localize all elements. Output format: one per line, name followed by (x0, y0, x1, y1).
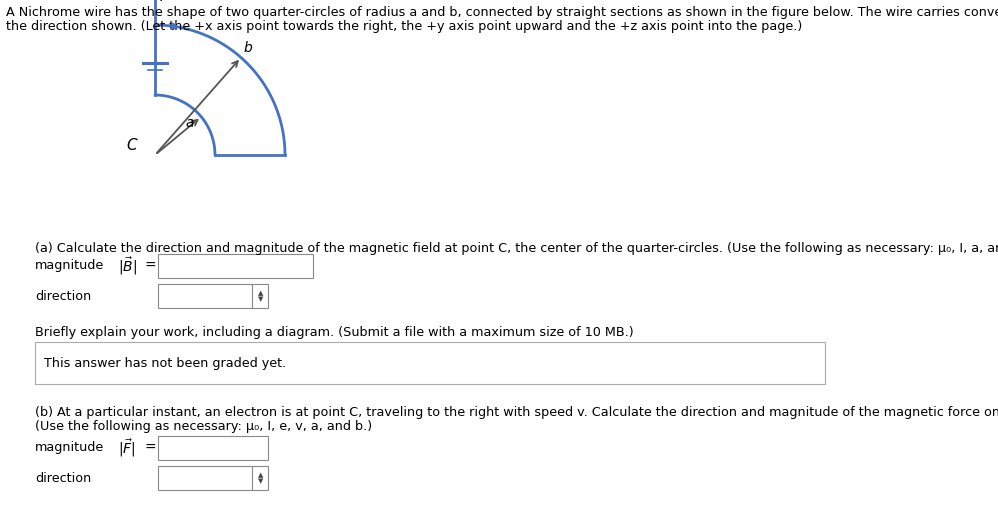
Text: the direction shown. (Let the +x axis point towards the right, the +y axis point: the direction shown. (Let the +x axis po… (6, 20, 802, 33)
Text: A Nichrome wire has the shape of two quarter-circles of radius a and b, connecte: A Nichrome wire has the shape of two qua… (6, 6, 998, 19)
Text: b: b (244, 41, 252, 56)
Text: =: = (145, 441, 157, 455)
Text: $|\vec{B}|$: $|\vec{B}|$ (118, 255, 137, 277)
Text: a: a (186, 116, 195, 130)
Text: (Use the following as necessary: μ₀, I, e, v, a, and b.): (Use the following as necessary: μ₀, I, … (35, 420, 372, 433)
Text: $|\vec{F}|$: $|\vec{F}|$ (118, 437, 136, 459)
Text: Briefly explain your work, including a diagram. (Submit a file with a maximum si: Briefly explain your work, including a d… (35, 326, 634, 339)
Text: magnitude: magnitude (35, 441, 104, 455)
FancyBboxPatch shape (158, 254, 313, 278)
Text: =: = (145, 259, 157, 273)
Text: magnitude: magnitude (35, 260, 104, 272)
Text: C: C (127, 138, 137, 153)
Text: I: I (160, 0, 164, 4)
Text: ▲: ▲ (258, 290, 263, 296)
Text: ▼: ▼ (258, 296, 263, 302)
Text: This answer has not been graded yet.: This answer has not been graded yet. (44, 357, 286, 369)
FancyBboxPatch shape (158, 466, 268, 490)
Text: (b) At a particular instant, an electron is at point C, traveling to the right w: (b) At a particular instant, an electron… (35, 406, 998, 419)
Text: ▼: ▼ (258, 478, 263, 484)
Text: direction: direction (35, 472, 91, 484)
Text: ▲: ▲ (258, 472, 263, 478)
FancyBboxPatch shape (35, 342, 825, 384)
FancyBboxPatch shape (158, 284, 268, 308)
Text: (a) Calculate the direction and magnitude of the magnetic field at point C, the : (a) Calculate the direction and magnitud… (35, 242, 998, 255)
FancyBboxPatch shape (158, 436, 268, 460)
Text: direction: direction (35, 289, 91, 303)
